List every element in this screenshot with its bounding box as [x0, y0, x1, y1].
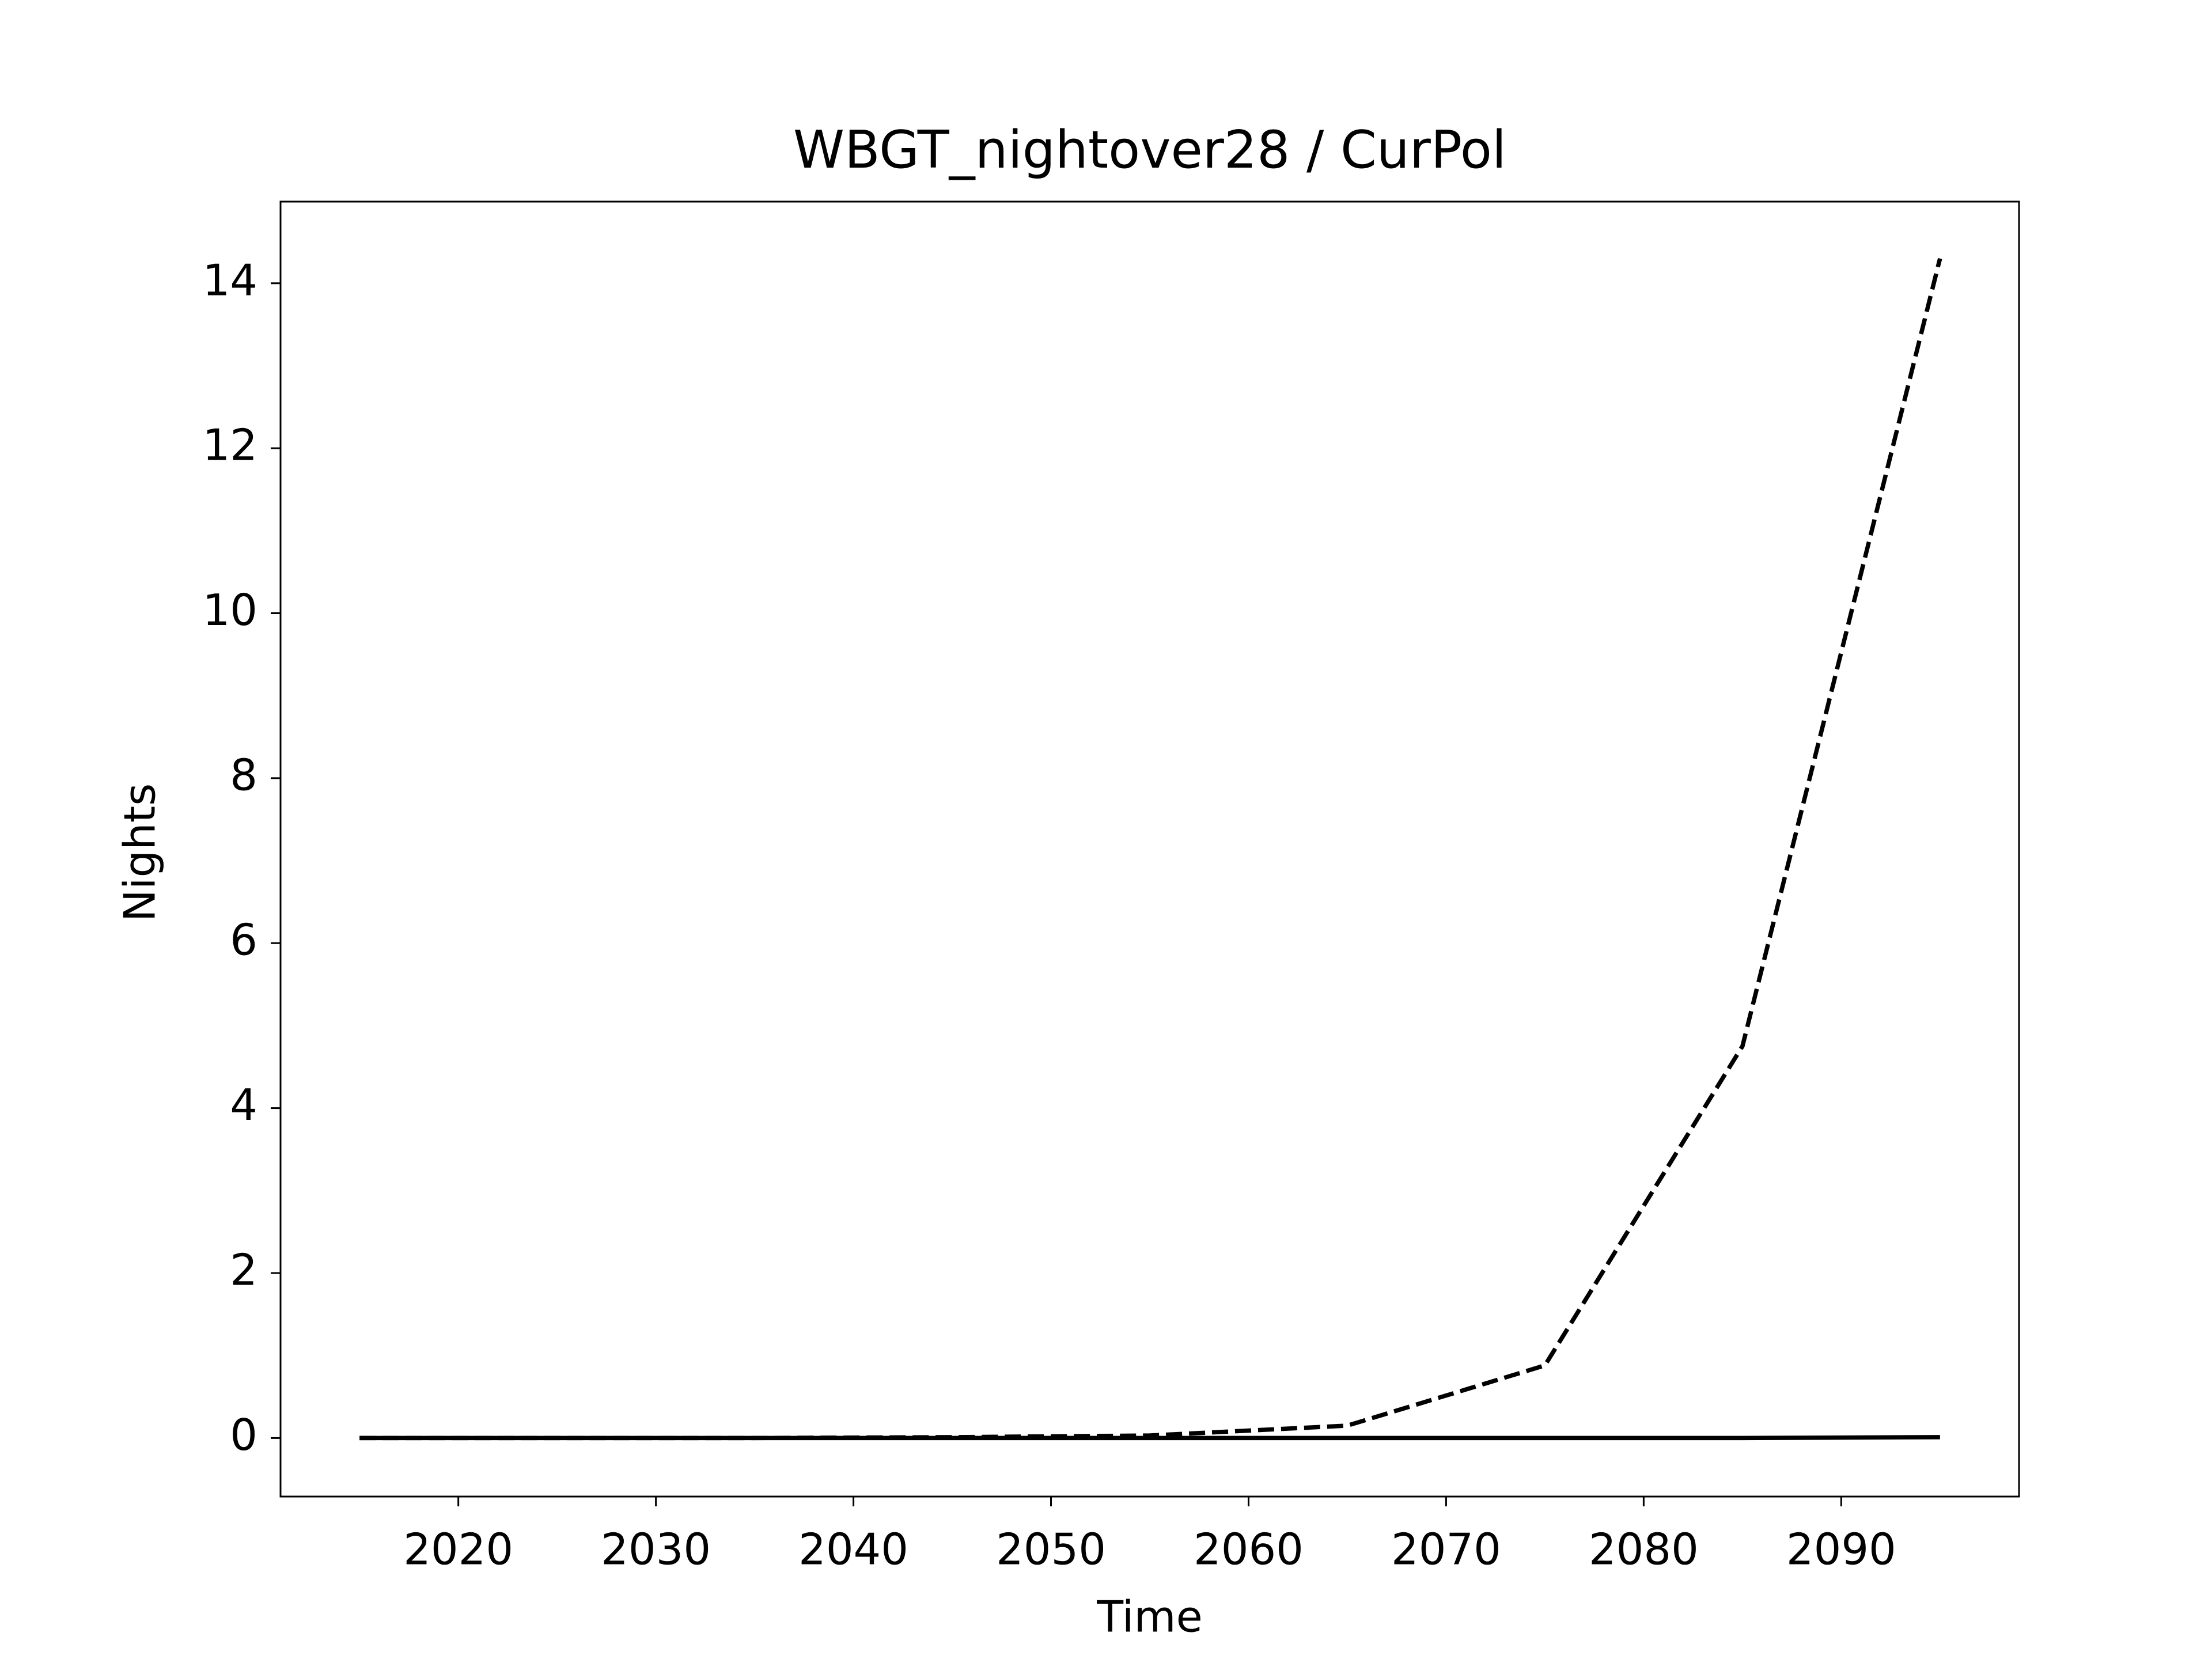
x-axis-label: Time — [1096, 1592, 1203, 1642]
x-tick-label: 2050 — [996, 1524, 1106, 1575]
plot-frame — [279, 200, 2020, 1498]
y-tick-label: 0 — [230, 1410, 257, 1460]
y-tick-label: 10 — [203, 585, 257, 635]
x-tick-label: 2020 — [403, 1524, 513, 1575]
x-tick-label: 2030 — [601, 1524, 711, 1575]
x-tick-label: 2040 — [798, 1524, 908, 1575]
chart-title: WBGT_nightover28 / CurPol — [793, 120, 1506, 180]
y-tick-label: 14 — [203, 255, 257, 305]
line-series — [359, 1435, 1940, 1441]
y-tick-label: 4 — [230, 1080, 257, 1130]
y-tick-label: 6 — [230, 915, 257, 965]
x-tick-label: 2090 — [1786, 1524, 1896, 1575]
x-tick-label: 2060 — [1194, 1524, 1304, 1575]
y-tick-label: 8 — [230, 749, 257, 800]
x-tick-label: 2080 — [1589, 1524, 1699, 1575]
y-axis-label: Nights — [115, 783, 165, 922]
y-tick-label: 2 — [230, 1244, 257, 1295]
x-tick-label: 2070 — [1391, 1524, 1501, 1575]
y-tick-label: 12 — [203, 420, 257, 471]
